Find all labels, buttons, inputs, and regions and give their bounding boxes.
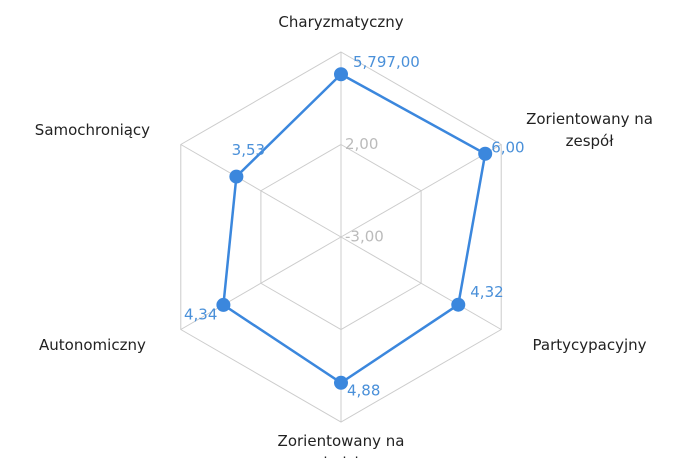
point <box>451 297 466 312</box>
tick-label: 2,00 <box>345 135 378 153</box>
point <box>334 375 348 390</box>
category-label: Charyzmatyczny <box>278 13 404 31</box>
spoke <box>340 236 502 330</box>
value-label: 4,32 <box>470 283 503 301</box>
spoke <box>180 236 342 330</box>
category-label: Zorientowany na zespół <box>526 109 653 150</box>
category-label: Partycypacyjny <box>532 335 647 354</box>
value-label: 4,34 <box>184 305 217 323</box>
category-label: Samochroniący <box>34 120 151 139</box>
spoke <box>180 144 342 238</box>
category-label: Autonomiczny <box>39 335 146 354</box>
point <box>478 146 493 161</box>
value-label: 6,00 <box>491 138 524 156</box>
spoke <box>340 144 502 238</box>
value-label: 5,797,00 <box>353 53 420 71</box>
value-label: 4,88 <box>347 381 380 399</box>
value-label: 3,53 <box>232 141 265 159</box>
point <box>229 169 244 184</box>
point <box>216 297 231 312</box>
point <box>334 67 348 82</box>
category-label: Zorientowany na ludzi <box>277 432 405 458</box>
tick-label: -3,00 <box>345 228 384 246</box>
